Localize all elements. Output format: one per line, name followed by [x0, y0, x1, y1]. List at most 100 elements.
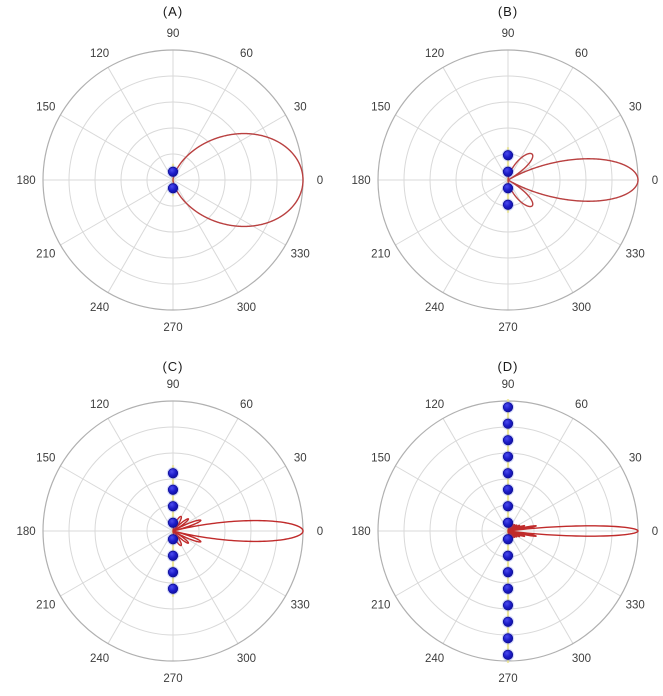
- array-element-dot: [502, 600, 514, 611]
- angle-tick-label: 330: [291, 248, 310, 260]
- angle-tick-label: 150: [371, 453, 390, 465]
- angle-tick-label: 0: [317, 175, 323, 187]
- radial-gridline: [455, 127, 561, 233]
- array-element-dot: [167, 534, 179, 545]
- radial-gridline: [68, 75, 278, 285]
- array-element-dot: [502, 166, 514, 177]
- angle-tick-label: 30: [629, 453, 642, 465]
- angle-tick-label: 180: [17, 526, 36, 538]
- angle-tick-label: 210: [36, 599, 55, 611]
- angle-tick-label: 0: [652, 175, 658, 187]
- angle-tick-label: 0: [317, 526, 323, 538]
- radial-gridline: [403, 75, 613, 285]
- array-element-dot: [502, 418, 514, 429]
- angle-tick-label: 180: [352, 526, 371, 538]
- array-element-dot: [502, 150, 514, 161]
- angle-tick-labels-B: 0 30 60 90 120 150 180 210 240 270 300 330: [352, 28, 659, 334]
- angle-tick-label: 240: [90, 653, 109, 665]
- angle-tick-label: 270: [498, 673, 517, 685]
- radiation-pattern-curve-B: [507, 152, 639, 208]
- chart-c-title: (C): [162, 359, 184, 374]
- angle-tick-label: 300: [237, 302, 256, 314]
- angle-tick-label: 120: [425, 48, 444, 60]
- radiation-pattern-curve-A: [172, 132, 304, 228]
- polar-chart-C: 0 30 60 90 120 150 180 210 240 270 300 330: [17, 379, 324, 685]
- radiation-pattern-curve-C: [172, 515, 304, 547]
- array-element-dot: [502, 567, 514, 578]
- radial-gridline: [94, 452, 252, 610]
- array-element-dot: [502, 451, 514, 462]
- angle-tick-label: 210: [371, 248, 390, 260]
- angle-tick-labels-C: 0 30 60 90 120 150 180 210 240 270 300 330: [17, 379, 324, 685]
- chart-b-title: (B): [497, 4, 519, 19]
- angle-tick-label: 0: [652, 526, 658, 538]
- angle-tick-label: 330: [626, 248, 645, 260]
- angle-tick-label: 150: [36, 453, 55, 465]
- angle-tick-label: 240: [425, 302, 444, 314]
- angle-tick-label: 270: [163, 322, 182, 334]
- array-element-dot: [502, 501, 514, 512]
- angle-tick-label: 300: [237, 653, 256, 665]
- array-element-dot: [502, 484, 514, 495]
- angle-tick-label: 330: [626, 599, 645, 611]
- radial-gridline: [146, 153, 200, 207]
- array-element-dot: [167, 468, 179, 479]
- angle-tick-label: 270: [498, 322, 517, 334]
- array-element-dot: [167, 501, 179, 512]
- radial-gridline: [68, 426, 278, 636]
- polar-chart-B: 0 30 60 90 120 150 180 210 240 270 300 330: [352, 28, 659, 334]
- angle-tick-label: 180: [17, 175, 36, 187]
- angle-tick-label: 90: [502, 28, 515, 40]
- angle-tick-labels-D: 0 30 60 90 120 150 180 210 240 270 300 330: [352, 379, 659, 685]
- array-element-dot: [502, 435, 514, 446]
- angle-tick-label: 60: [575, 399, 588, 411]
- array-elements-D: [501, 400, 515, 662]
- angle-tick-label: 60: [240, 48, 253, 60]
- angle-tick-label: 150: [371, 102, 390, 114]
- angle-tick-label: 210: [371, 599, 390, 611]
- array-element-dot: [502, 649, 514, 660]
- polar-chart-A: 0 30 60 90 120 150 180 210 240 270 300 330: [17, 28, 324, 334]
- angle-tick-label: 270: [163, 673, 182, 685]
- angle-tick-label: 120: [90, 48, 109, 60]
- angle-tick-label: 30: [294, 453, 307, 465]
- array-element-dot: [502, 534, 514, 545]
- array-element-dot: [502, 633, 514, 644]
- array-element-dot: [502, 468, 514, 479]
- array-element-dot: [502, 183, 514, 194]
- angle-tick-label: 240: [90, 302, 109, 314]
- angle-tick-label: 150: [36, 102, 55, 114]
- angle-tick-labels-A: 0 30 60 90 120 150 180 210 240 270 300 330: [17, 28, 324, 334]
- array-element-dot: [167, 583, 179, 594]
- array-element-dot: [167, 484, 179, 495]
- angle-tick-label: 120: [90, 399, 109, 411]
- array-element-dot: [502, 550, 514, 561]
- radial-gridline: [120, 127, 226, 233]
- angle-tick-label: 300: [572, 653, 591, 665]
- angle-tick-label: 120: [425, 399, 444, 411]
- angle-tick-label: 30: [629, 102, 642, 114]
- array-element-dot: [167, 166, 179, 177]
- array-elements-C: [166, 467, 180, 595]
- angle-tick-label: 240: [425, 653, 444, 665]
- array-element-dot: [502, 402, 514, 413]
- angle-tick-label: 90: [167, 28, 180, 40]
- radiation-pattern-curve-D: [507, 522, 639, 540]
- array-element-dot: [167, 183, 179, 194]
- array-elements-A: [166, 165, 180, 195]
- angle-tick-label: 90: [502, 379, 515, 391]
- chart-a-title: (A): [162, 4, 184, 19]
- angle-tick-label: 330: [291, 599, 310, 611]
- angle-tick-label: 90: [167, 379, 180, 391]
- array-element-dot: [167, 517, 179, 528]
- array-elements-B: [501, 149, 515, 211]
- angle-tick-label: 60: [575, 48, 588, 60]
- angle-tick-label: 60: [240, 399, 253, 411]
- array-element-dot: [167, 567, 179, 578]
- array-element-dot: [167, 550, 179, 561]
- angle-tick-label: 300: [572, 302, 591, 314]
- angle-tick-label: 180: [352, 175, 371, 187]
- polar-chart-D: 0 30 60 90 120 150 180 210 240 270 300 330: [352, 379, 659, 685]
